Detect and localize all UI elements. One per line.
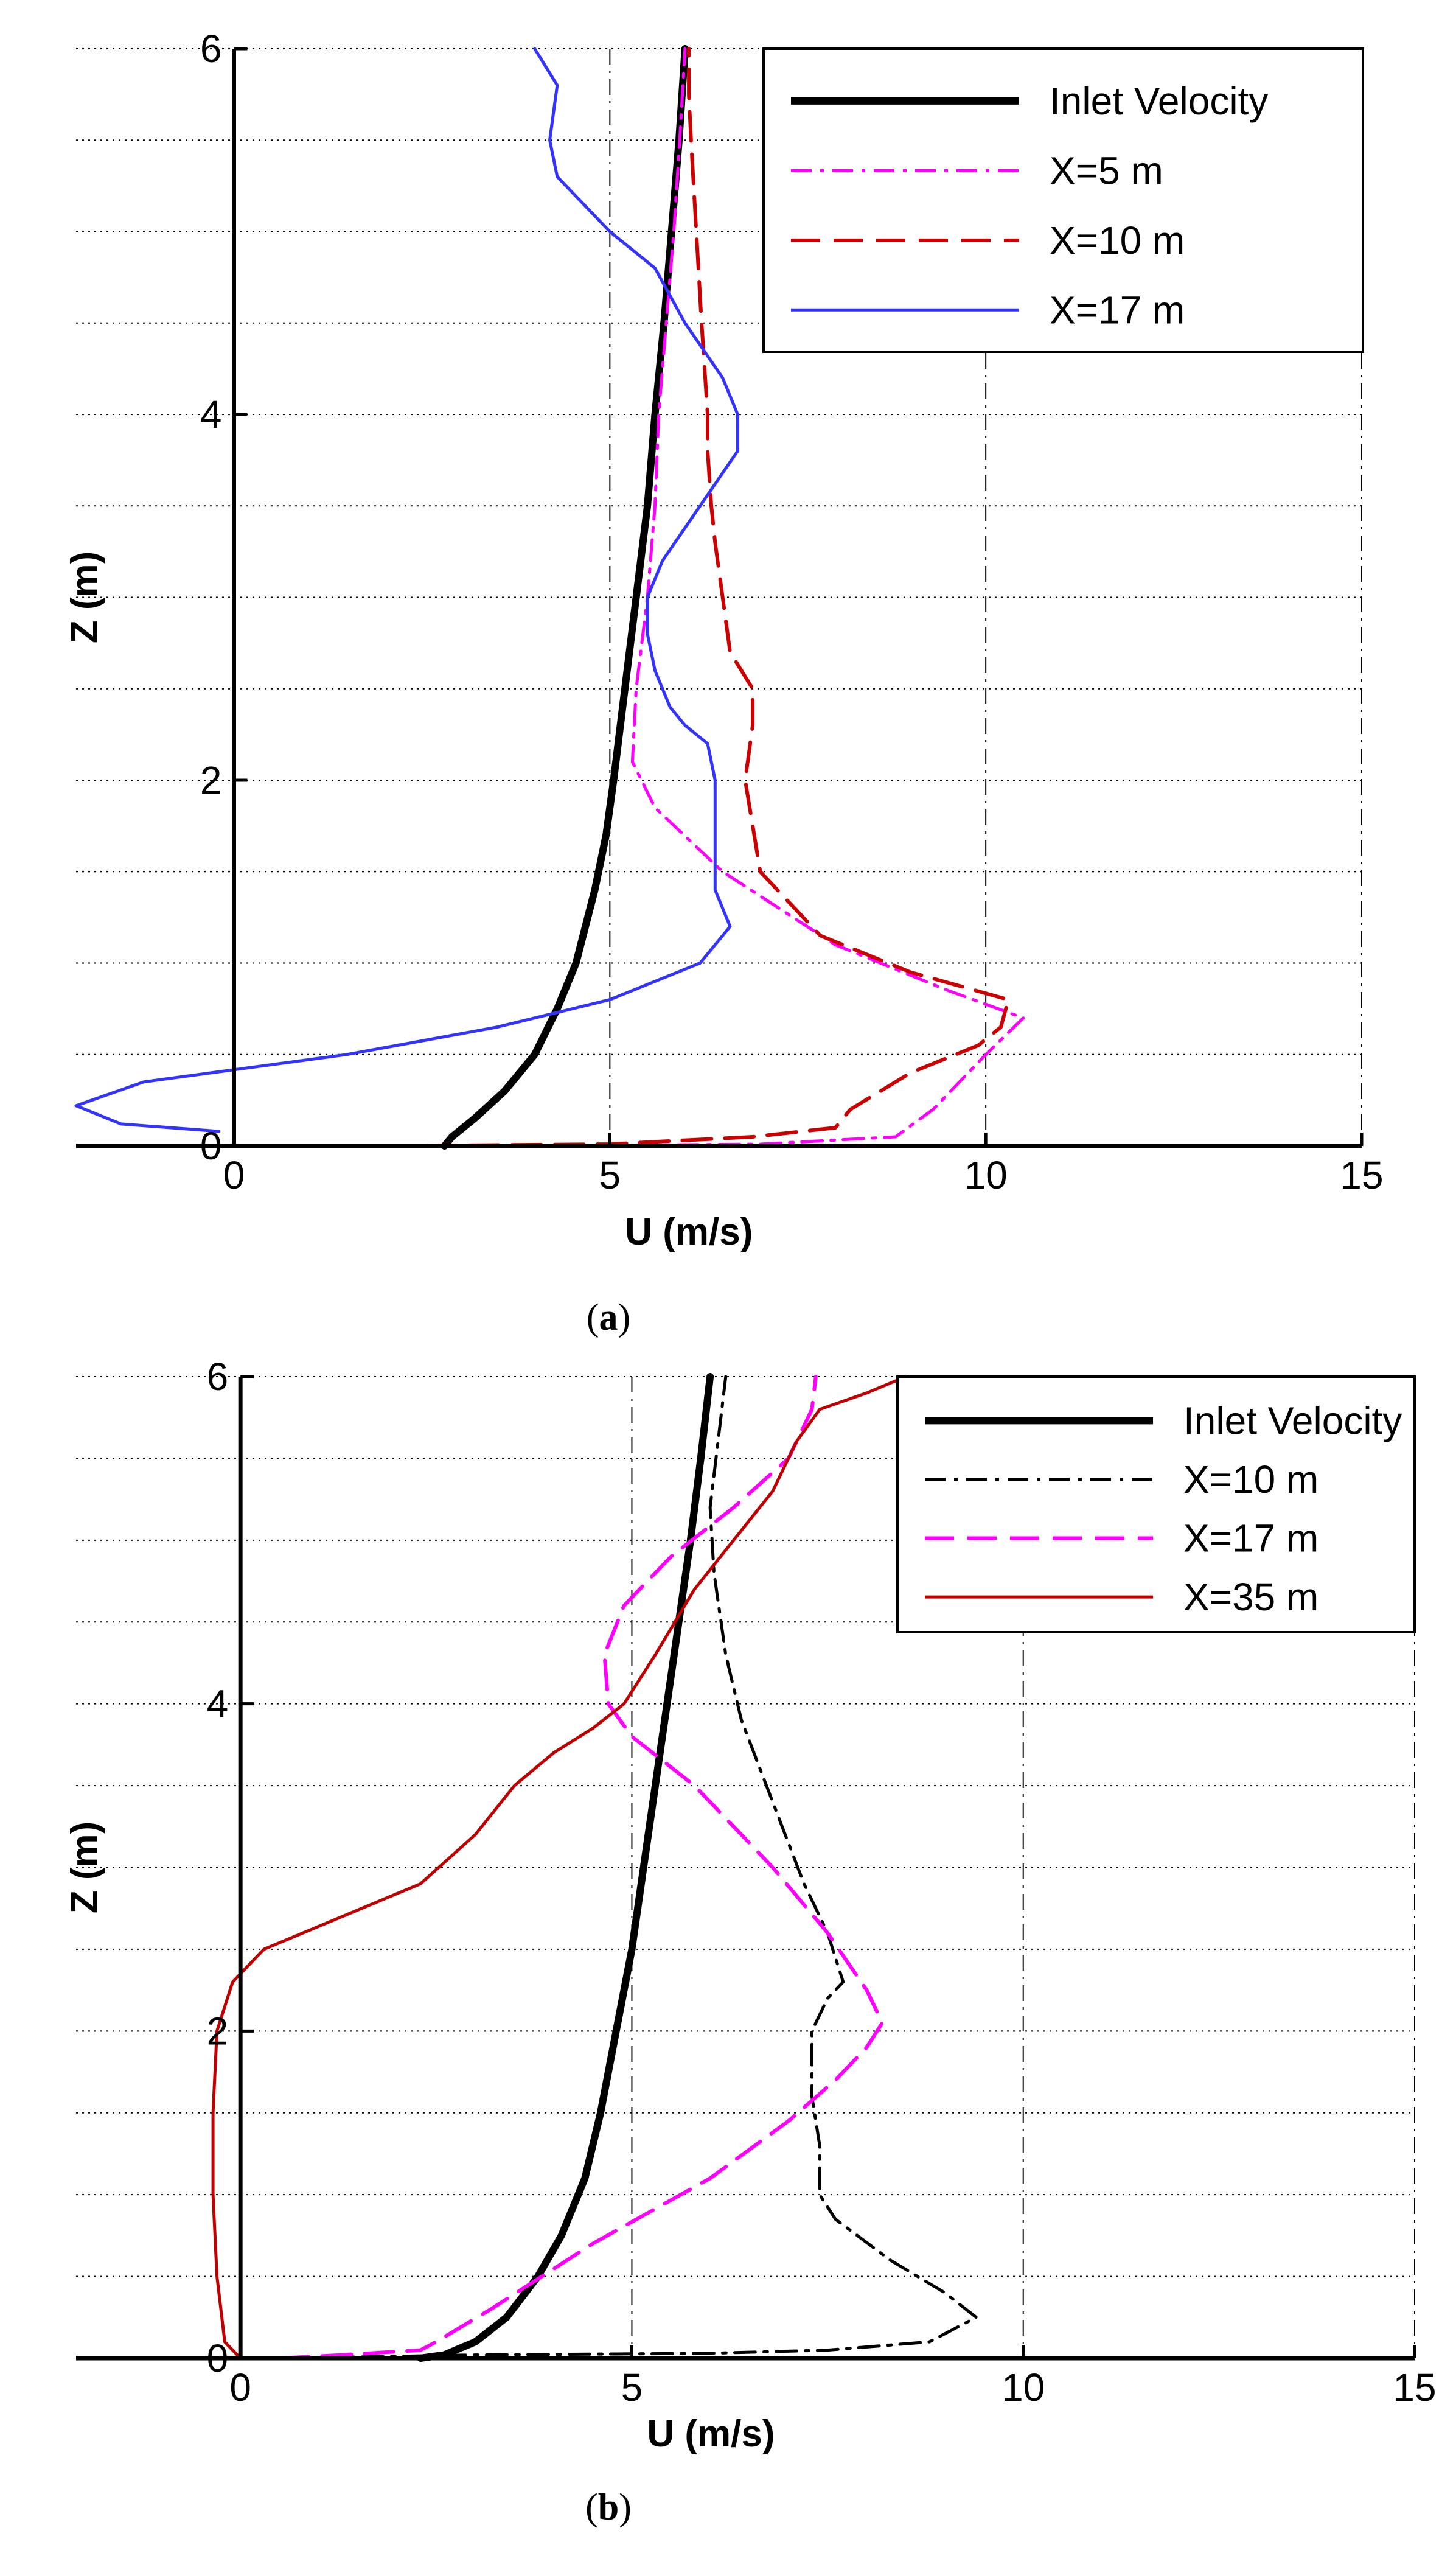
chart-a-series-1-line	[441, 45, 689, 1150]
chart-b-y-axis-label: Z (m)	[64, 1821, 106, 1914]
chart-a-legend-label-4: X=17 m	[1050, 288, 1185, 332]
chart-a-x-tick-label: 5	[599, 1153, 621, 1197]
chart-a-legend-label-2: X=5 m	[1050, 148, 1163, 192]
chart-b-x-tick-label: 15	[1393, 2366, 1436, 2409]
chart-a-series-3-line	[382, 47, 1011, 1148]
chart-a-y-tick-label: 4	[200, 393, 222, 436]
caption-b: (b)	[585, 2487, 632, 2528]
chart-a-x-tick-label: 10	[964, 1153, 1008, 1197]
chart-b-legend-label-4: X=35 m	[1183, 1575, 1318, 1619]
chart-a-series-4-line	[74, 47, 739, 1133]
chart-a-x-axis-label: U (m/s)	[625, 1211, 753, 1253]
chart-b: 0 5 10 15 0 2 4 6 U (m/s) Z (m) Inlet Velocity X=10…	[64, 1355, 1437, 2455]
chart-a-y-tick-label: 6	[200, 27, 222, 71]
chart-b-series-1-line	[417, 1373, 714, 2362]
chart-b-legend-label-3: X=17 m	[1183, 1517, 1318, 1560]
chart-b-x-tick-label: 0	[229, 2366, 251, 2409]
chart-b-legend-label-2: X=10 m	[1183, 1458, 1318, 1501]
chart-a-y-tick-label: 2	[200, 758, 222, 802]
chart-b-x-axis-label: U (m/s)	[647, 2413, 775, 2455]
chart-b-y-tick-label: 0	[207, 2336, 229, 2380]
chart-b-series-2-line	[278, 1375, 978, 2360]
chart-a-x-tick-label: 15	[1340, 1153, 1383, 1197]
chart-a-series-2-line	[345, 47, 1025, 1148]
chart-b-y-tick-label: 6	[207, 1355, 229, 1399]
chart-a-x-tick-label: 0	[223, 1153, 245, 1197]
chart-b-y-tick-label: 2	[207, 2009, 229, 2053]
chart-b-x-tick-label: 5	[621, 2366, 643, 2409]
chart-a-legend-label-1: Inlet Velocity	[1050, 79, 1268, 123]
chart-a-y-axis-label: Z (m)	[64, 551, 106, 644]
chart-a-y-tick-label: 0	[200, 1124, 222, 1168]
chart-a: 0 5 10 15 0 2 4 6 U (m/s) Z (m) Inlet Velocity X=5 …	[64, 27, 1384, 1253]
caption-a: (a)	[587, 1297, 630, 1338]
chart-b-series-3-line	[277, 1375, 885, 2360]
chart-b-series-4-line	[211, 1375, 908, 2360]
chart-b-legend-label-1: Inlet Velocity	[1183, 1399, 1402, 1442]
chart-b-x-tick-label: 10	[1001, 2366, 1045, 2409]
chart-b-y-tick-label: 4	[207, 1682, 229, 1726]
chart-a-legend-label-3: X=10 m	[1050, 218, 1185, 262]
